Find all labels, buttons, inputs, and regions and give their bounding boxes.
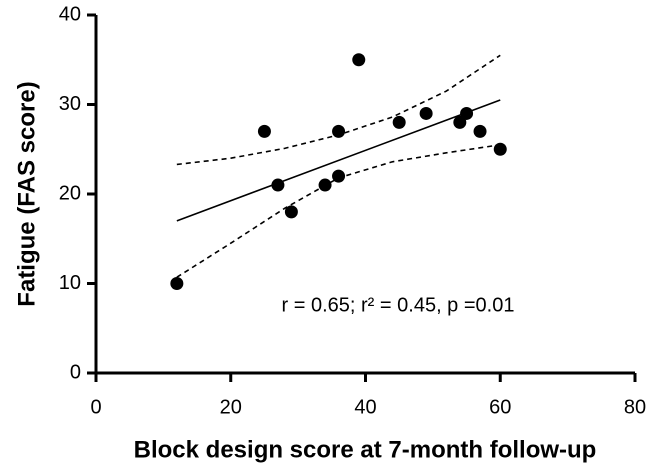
x-tick-label: 40 — [354, 396, 376, 418]
regression-line — [176, 99, 501, 222]
point — [332, 169, 346, 183]
point — [284, 205, 298, 219]
point — [332, 124, 346, 138]
point — [473, 124, 487, 138]
point — [419, 106, 433, 120]
y-axis-label: Fatigue (FAS score) — [13, 81, 40, 306]
point — [352, 53, 366, 67]
annotation: r = 0.65; r² = 0.45, p =0.01 — [282, 294, 515, 316]
y-tick-label: 10 — [59, 272, 81, 294]
y-tick-label: 30 — [59, 93, 81, 115]
x-tick-label: 80 — [624, 396, 646, 418]
x-tick-label: 60 — [489, 396, 511, 418]
point — [271, 178, 285, 192]
x-tick-label: 0 — [90, 396, 101, 418]
point — [493, 142, 507, 156]
x-tick-label: 20 — [220, 396, 242, 418]
y-tick-label: 0 — [70, 361, 81, 383]
point — [392, 115, 406, 129]
point — [453, 115, 467, 129]
confidence-band-lower — [176, 143, 501, 278]
y-tick-label: 40 — [59, 3, 81, 25]
point — [318, 178, 332, 192]
point — [257, 124, 271, 138]
point — [460, 106, 474, 120]
point — [170, 277, 184, 290]
y-tick-label: 20 — [59, 182, 81, 204]
confidence-band-upper — [176, 54, 501, 166]
x-axis-label: Block design score at 7-month follow-up — [134, 436, 597, 463]
